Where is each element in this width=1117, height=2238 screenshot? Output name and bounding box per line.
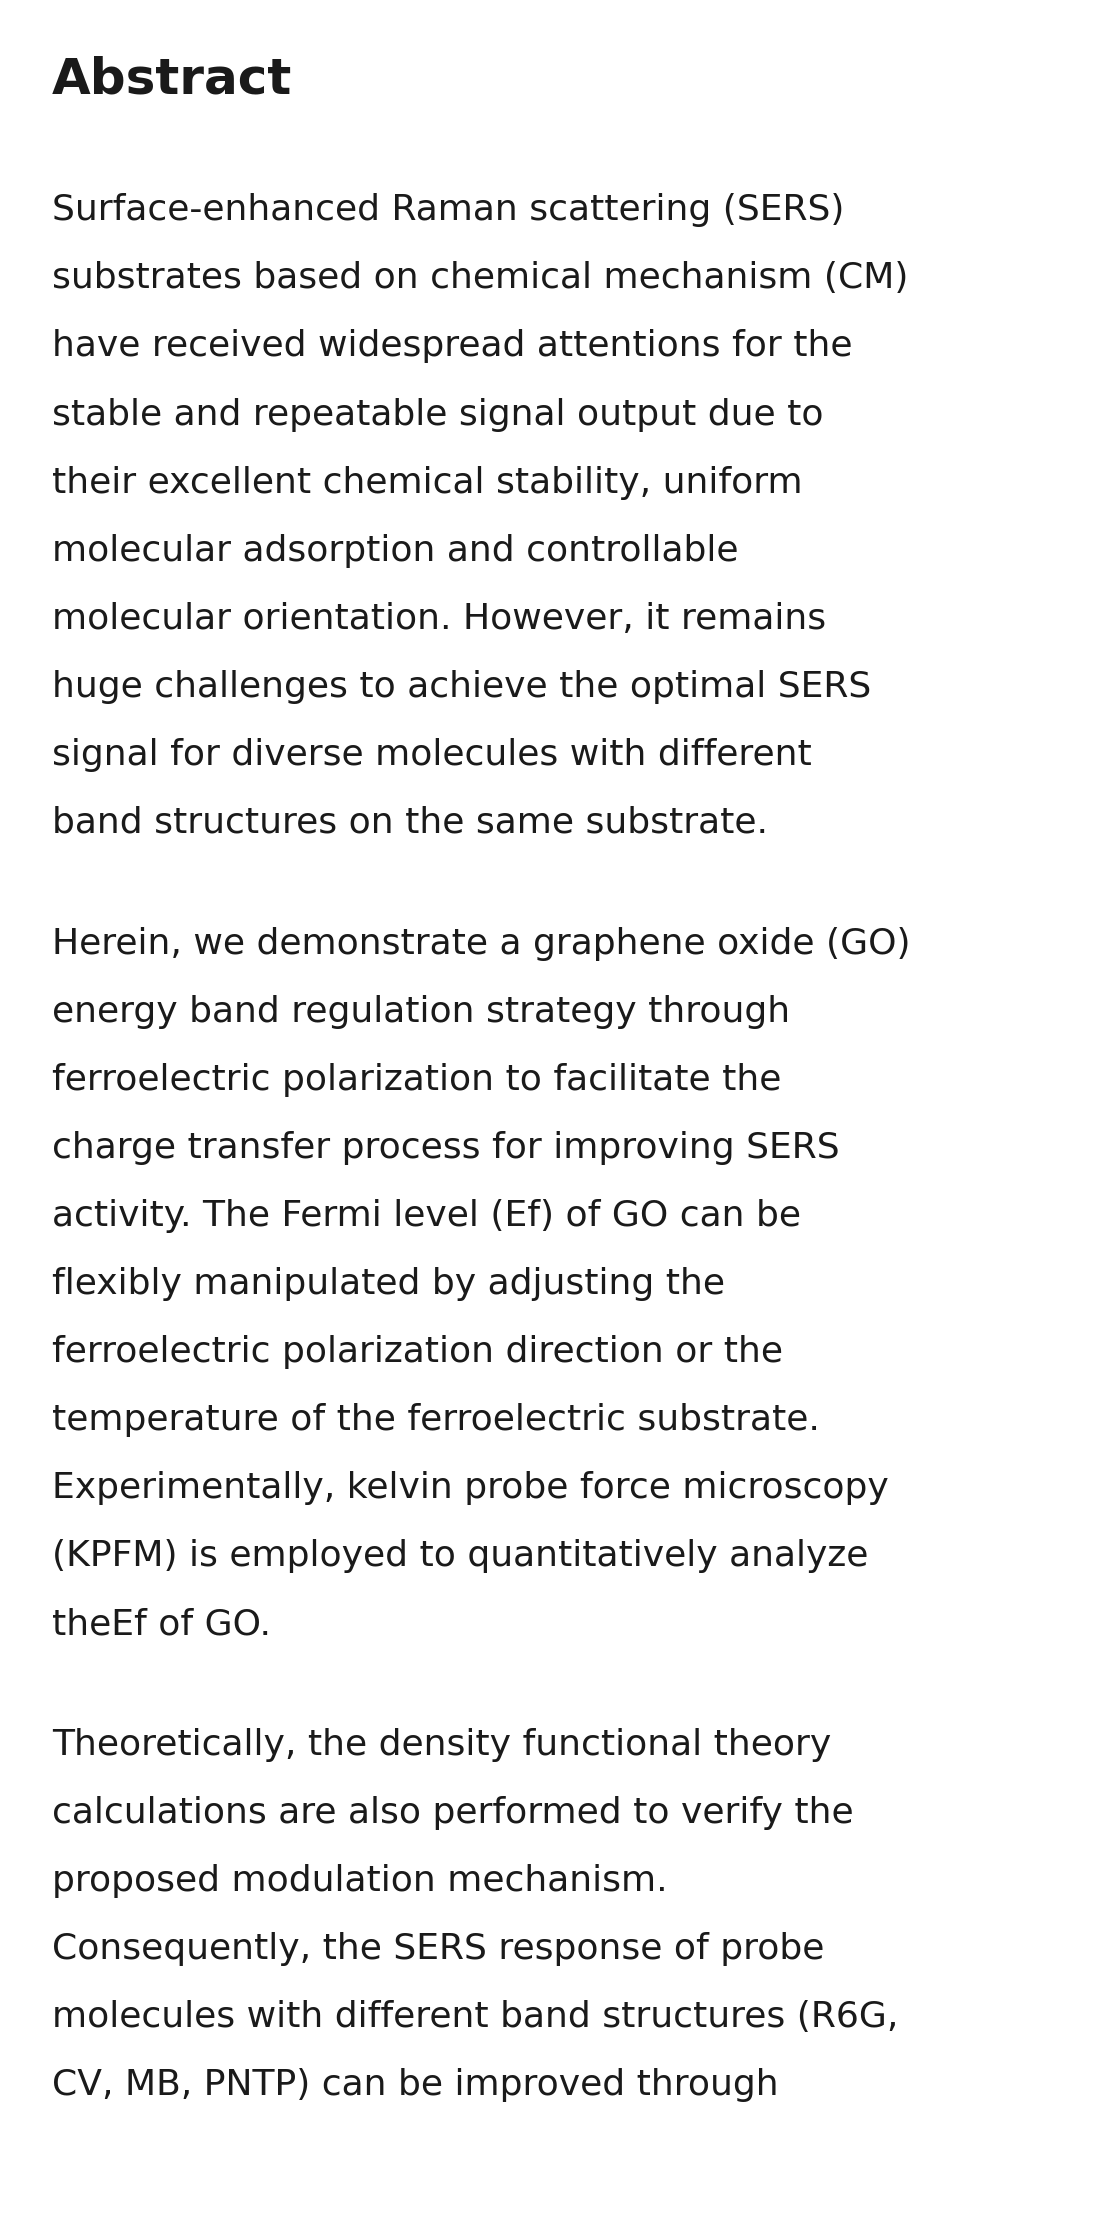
Text: signal for diverse molecules with different: signal for diverse molecules with differ… bbox=[52, 739, 812, 772]
Text: have received widespread attentions for the: have received widespread attentions for … bbox=[52, 329, 852, 363]
Text: substrates based on chemical mechanism (CM): substrates based on chemical mechanism (… bbox=[52, 262, 908, 295]
Text: huge challenges to achieve the optimal SERS: huge challenges to achieve the optimal S… bbox=[52, 669, 871, 703]
Text: theEf of GO.: theEf of GO. bbox=[52, 1607, 271, 1640]
Text: ferroelectric polarization to facilitate the: ferroelectric polarization to facilitate… bbox=[52, 1063, 782, 1097]
Text: Consequently, the SERS response of probe: Consequently, the SERS response of probe bbox=[52, 1931, 824, 1967]
Text: molecules with different band structures (R6G,: molecules with different band structures… bbox=[52, 2001, 898, 2034]
Text: ferroelectric polarization direction or the: ferroelectric polarization direction or … bbox=[52, 1336, 783, 1370]
Text: Surface-enhanced Raman scattering (SERS): Surface-enhanced Raman scattering (SERS) bbox=[52, 192, 844, 228]
Text: charge transfer process for improving SERS: charge transfer process for improving SE… bbox=[52, 1130, 840, 1164]
Text: flexibly manipulated by adjusting the: flexibly manipulated by adjusting the bbox=[52, 1267, 725, 1300]
Text: band structures on the same substrate.: band structures on the same substrate. bbox=[52, 806, 768, 839]
Text: temperature of the ferroelectric substrate.: temperature of the ferroelectric substra… bbox=[52, 1403, 820, 1437]
Text: Theoretically, the density functional theory: Theoretically, the density functional th… bbox=[52, 1728, 831, 1761]
Text: their excellent chemical stability, uniform: their excellent chemical stability, unif… bbox=[52, 466, 803, 499]
Text: Herein, we demonstrate a graphene oxide (GO): Herein, we demonstrate a graphene oxide … bbox=[52, 927, 910, 960]
Text: (KPFM) is employed to quantitatively analyze: (KPFM) is employed to quantitatively ana… bbox=[52, 1540, 868, 1573]
Text: calculations are also performed to verify the: calculations are also performed to verif… bbox=[52, 1797, 853, 1831]
Text: Experimentally, kelvin probe force microscopy: Experimentally, kelvin probe force micro… bbox=[52, 1470, 889, 1506]
Text: stable and repeatable signal output due to: stable and repeatable signal output due … bbox=[52, 398, 823, 432]
Text: CV, MB, PNTP) can be improved through: CV, MB, PNTP) can be improved through bbox=[52, 2068, 779, 2101]
Text: energy band regulation strategy through: energy band regulation strategy through bbox=[52, 994, 790, 1029]
Text: Abstract: Abstract bbox=[52, 56, 293, 103]
Text: proposed modulation mechanism.: proposed modulation mechanism. bbox=[52, 1864, 668, 1898]
Text: activity. The Fermi level (Ef) of GO can be: activity. The Fermi level (Ef) of GO can… bbox=[52, 1200, 801, 1233]
Text: molecular adsorption and controllable: molecular adsorption and controllable bbox=[52, 533, 738, 568]
Text: molecular orientation. However, it remains: molecular orientation. However, it remai… bbox=[52, 602, 827, 636]
